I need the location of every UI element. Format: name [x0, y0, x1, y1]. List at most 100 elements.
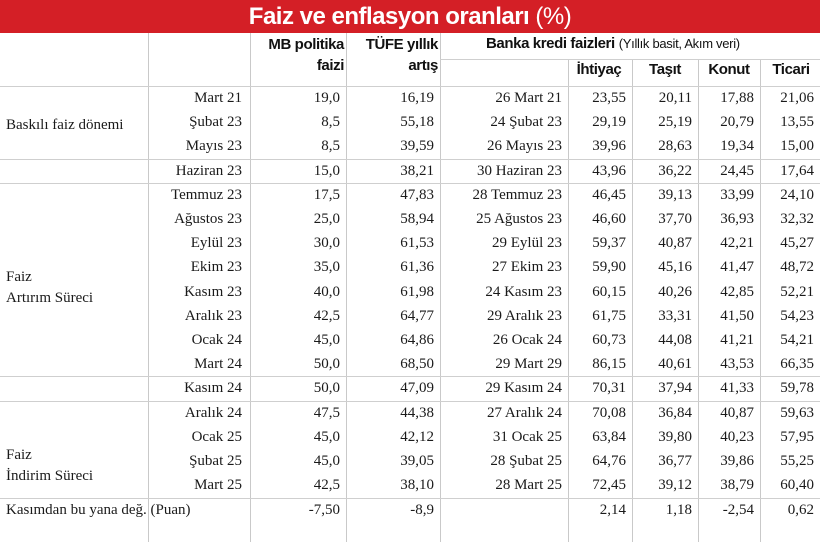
cell-tasit: 44,08 [658, 332, 692, 348]
cell-tufe: 58,94 [400, 211, 434, 227]
cell-month: Haziran 23 [175, 162, 242, 179]
cell-konut: 20,79 [720, 114, 754, 131]
cell-ihtiyac: 60,73 [592, 332, 626, 348]
cell-tasit: 36,77 [658, 453, 692, 469]
cell-ticari: 55,25 [780, 453, 814, 469]
row-divider [0, 498, 820, 500]
cell-ihtiyac: 64,76 [592, 453, 626, 469]
cell-konut: 41,50 [720, 307, 754, 324]
cell-tufe: 44,38 [400, 404, 434, 421]
header-konut: Konut [708, 61, 750, 78]
cell-mb: 45,0 [313, 332, 340, 348]
cell-date: 29 Mart 29 [495, 356, 562, 373]
column-divider [760, 59, 761, 542]
cell-month: Mart 25 [194, 477, 242, 494]
cell-month: Ekim 23 [190, 259, 242, 276]
table-title: Faiz ve enflasyon oranları (%) [0, 0, 820, 33]
cell-ticari: 24,10 [780, 186, 814, 203]
header-subdivider [440, 59, 820, 60]
cell-tasit: 25,19 [658, 114, 692, 131]
cell-ihtiyac: 86,15 [592, 356, 626, 373]
group-label-indirim: Faiz İndirim Süreci [6, 447, 94, 484]
cell-ihtiyac: 46,60 [592, 211, 626, 227]
header-banka-label: Banka kredi faizleri [486, 35, 615, 52]
cell-ihtiyac: 59,90 [592, 259, 626, 276]
column-divider [148, 33, 149, 542]
cell-month: Mart 21 [194, 90, 242, 106]
cell-mb: 50,0 [313, 356, 340, 373]
cell-month: Mart 24 [194, 356, 242, 373]
cell-konut: 41,33 [720, 380, 754, 397]
cell-ihtiyac: 43,96 [592, 162, 626, 179]
cell-ihtiyac: 60,15 [592, 283, 626, 300]
cell-konut: 41,21 [720, 332, 754, 348]
cell-tufe: 16,19 [400, 90, 434, 106]
cell-month: Mayıs 23 [185, 138, 242, 155]
cell-konut: 39,86 [720, 453, 754, 469]
rate-table: MB politika faizi TÜFE yıllık artış Bank… [0, 33, 820, 542]
cell-mb: 25,0 [313, 211, 340, 227]
cell-ihtiyac: 70,31 [592, 380, 626, 397]
cell-mb: 40,0 [313, 283, 340, 300]
cell-ticari: 54,21 [780, 332, 814, 348]
cell-ticari: 59,63 [780, 404, 814, 421]
cell-month: Ağustos 23 [174, 211, 242, 227]
cell-konut: 19,34 [720, 138, 754, 155]
title-main: Faiz ve enflasyon oranları [248, 3, 530, 30]
cell-konut: 43,53 [720, 356, 754, 373]
cell-konut: 40,23 [720, 428, 754, 445]
cell-ticari: 21,06 [780, 90, 814, 106]
cell-tasit: 36,84 [658, 404, 692, 421]
header-banka-note: (Yıllık basit, Akım veri) [618, 36, 740, 51]
footer-cell-ticari: 0,62 [787, 502, 814, 519]
header-tasit: Taşıt [649, 61, 681, 78]
cell-mb: 8,5 [321, 114, 340, 131]
cell-konut: 40,87 [720, 404, 754, 421]
header-mb-line1: MB politika [268, 36, 344, 53]
column-divider [632, 59, 633, 542]
cell-month: Kasım 24 [184, 380, 242, 397]
cell-month: Aralık 24 [184, 404, 242, 421]
cell-mb: 42,5 [313, 477, 340, 494]
header-tufe-line1: TÜFE yıllık [365, 36, 439, 53]
cell-date: 31 Ocak 25 [492, 428, 562, 445]
footer-label: Kasımdan bu yana değ. (Puan) [6, 502, 191, 519]
cell-date: 29 Kasım 24 [485, 380, 562, 397]
cell-mb: 50,0 [313, 380, 340, 397]
cell-date: 28 Mart 25 [495, 477, 562, 494]
cell-month: Temmuz 23 [170, 186, 242, 203]
cell-ticari: 66,35 [780, 356, 814, 373]
cell-mb: 47,5 [313, 404, 340, 421]
cell-konut: 36,93 [720, 211, 754, 227]
cell-ihtiyac: 23,55 [592, 90, 626, 106]
title-unit: (%) [535, 3, 572, 30]
cell-month: Aralık 23 [184, 307, 242, 324]
cell-tasit: 20,11 [658, 90, 692, 106]
column-divider [440, 33, 441, 542]
cell-konut: 41,47 [720, 259, 754, 276]
cell-tufe: 61,98 [400, 283, 434, 300]
cell-date: 24 Şubat 23 [490, 114, 562, 131]
cell-tufe: 38,10 [400, 477, 434, 494]
group-column-bg [0, 158, 148, 183]
cell-tasit: 37,70 [658, 211, 692, 227]
cell-ticari: 32,32 [780, 211, 814, 227]
cell-ihtiyac: 63,84 [592, 428, 626, 445]
cell-month: Ocak 24 [191, 332, 242, 348]
cell-tufe: 39,59 [400, 138, 434, 155]
group-label-baskili: Baskılı faiz dönemi [6, 117, 124, 133]
cell-tufe: 61,36 [400, 259, 434, 276]
cell-month: Eylül 23 [190, 235, 242, 252]
cell-date: 24 Kasım 23 [485, 283, 562, 300]
cell-tufe: 64,86 [400, 332, 434, 348]
cell-ihtiyac: 39,96 [592, 138, 626, 155]
cell-ticari: 15,00 [780, 138, 814, 155]
row-divider [0, 158, 820, 160]
cell-ticari: 13,55 [780, 114, 814, 131]
cell-mb: 19,0 [313, 90, 340, 106]
header-ihtiyac: İhtiyaç [576, 61, 622, 78]
column-divider [250, 33, 251, 542]
group-label-artirim: Faiz Artırım Süreci [6, 269, 94, 306]
cell-tasit: 39,80 [658, 428, 692, 445]
cell-month: Ocak 25 [191, 428, 242, 445]
